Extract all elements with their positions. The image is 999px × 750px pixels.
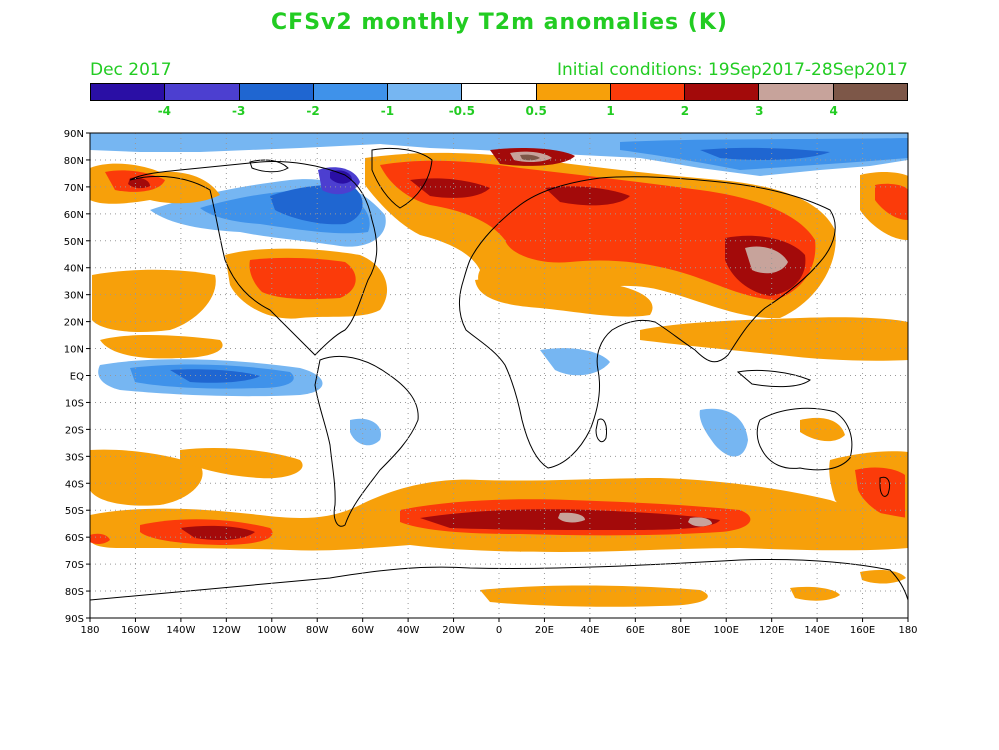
colorbar-box	[759, 84, 834, 100]
colorbar-label: 2	[680, 104, 690, 118]
longitude-labels: 180 160W 140W 120W 100W 80W 60W 40W 20W 0 20E 40E 60…	[80, 625, 917, 636]
colorbar-label: -2	[306, 104, 320, 118]
tick-marks	[86, 132, 909, 622]
latitude-label: 40S	[65, 479, 84, 490]
valid-month-label: Dec 2017	[90, 60, 172, 80]
latitude-label: 10N	[64, 345, 84, 356]
latitude-label: 30N	[64, 291, 84, 302]
colorbar-label: -3	[232, 104, 246, 118]
longitude-label: 100E	[714, 625, 739, 636]
colorbar-box	[388, 84, 463, 100]
longitude-label: 140E	[804, 625, 829, 636]
longitude-label: 40E	[580, 625, 599, 636]
colorbar-label: -1	[380, 104, 395, 118]
latitude-label: 10S	[65, 398, 84, 409]
coastlines	[90, 147, 908, 618]
lat-lon-grid	[90, 133, 908, 618]
latitude-label: EQ	[70, 372, 84, 383]
map-title: CFSv2 monthly T2m anomalies (K)	[271, 10, 728, 35]
longitude-label: 40W	[397, 625, 420, 636]
colorbar-labels: -4 -3 -2 -1 -0.5 0.5 1 2 3 4	[90, 104, 908, 120]
latitude-label: 60S	[65, 533, 84, 544]
longitude-label: 100W	[257, 625, 286, 636]
longitude-label: 120W	[212, 625, 241, 636]
colorbar-label: 3	[755, 104, 764, 118]
colorbar-box	[536, 84, 611, 100]
longitude-label: 160W	[121, 625, 150, 636]
latitude-label: 70S	[65, 560, 84, 571]
colorbar-box	[685, 84, 760, 100]
colorbar-box	[91, 84, 166, 100]
longitude-label: 120E	[759, 625, 784, 636]
latitude-label: 80N	[64, 156, 84, 167]
latitude-label: 30S	[65, 452, 84, 463]
latitude-label: 80S	[65, 587, 84, 598]
longitude-label: 160E	[850, 625, 875, 636]
latitude-label: 50N	[64, 237, 84, 248]
latitude-label: 40N	[64, 264, 84, 275]
longitude-label: 180	[80, 625, 99, 636]
longitude-label: 180	[898, 625, 917, 636]
colorbar-label: -4	[157, 104, 172, 118]
latitude-label: 90N	[64, 129, 84, 140]
latitude-label: 60N	[64, 210, 84, 221]
colorbar-label: 1	[606, 104, 615, 118]
longitude-label: 60E	[626, 625, 645, 636]
longitude-label: 20E	[535, 625, 554, 636]
initial-conditions-label: Initial conditions: 19Sep2017-28Sep2017	[556, 60, 908, 80]
longitude-label: 80E	[671, 625, 690, 636]
colorbar-box	[313, 84, 389, 100]
longitude-label: 0	[496, 625, 502, 636]
colorbar-label: -0.5	[448, 104, 475, 118]
latitude-label: 70N	[64, 183, 84, 194]
colorbar-label: 4	[829, 104, 838, 118]
latitude-labels: 90N 80N 70N 60N 50N 40N 30N 20N 10N EQ 10S 20S 30S 40…	[64, 129, 84, 625]
colorbar-box	[610, 84, 686, 100]
colorbar-box	[165, 84, 240, 100]
latitude-label: 90S	[65, 614, 84, 625]
longitude-label: 20W	[442, 625, 465, 636]
colorbar-box	[462, 84, 537, 100]
colorbar	[90, 83, 908, 101]
colorbar-box	[833, 84, 907, 100]
colorbar-box	[239, 84, 314, 100]
latitude-label: 20S	[65, 425, 84, 436]
longitude-label: 80W	[306, 625, 329, 636]
latitude-label: 20N	[64, 318, 84, 329]
colorbar-label: 0.5	[525, 104, 547, 118]
longitude-label: 140W	[166, 625, 195, 636]
latitude-label: 50S	[65, 506, 84, 517]
longitude-label: 60W	[351, 625, 374, 636]
